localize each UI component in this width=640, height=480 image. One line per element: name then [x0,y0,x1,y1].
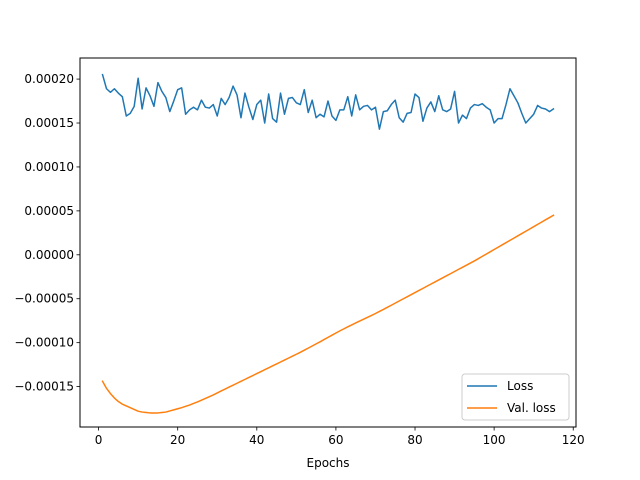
series-line-loss [101,73,555,130]
y-tick-label: −0.00005 [14,292,74,306]
x-tick-label: 80 [407,433,422,447]
y-tick-label: 0.00015 [24,116,74,130]
series-layer [101,73,555,414]
legend-label-loss: Loss [507,379,533,393]
legend: Loss Val. loss [461,373,570,421]
x-tick-label: 0 [95,433,103,447]
y-axis: −0.00015 −0.00010 −0.00005 0.00000 0.00005 0.… [14,72,80,394]
y-tick-label: −0.00015 [14,380,74,394]
x-axis: 0 20 40 60 80 100 120 [95,427,585,447]
y-tick-label: 0.00005 [24,204,74,218]
x-tick-label: 60 [328,433,343,447]
y-tick-label: 0.00010 [24,160,74,174]
y-tick-label: 0.00020 [24,72,74,86]
x-axis-label: Epochs [307,456,350,470]
x-tick-label: 120 [562,433,585,447]
plot-frame [79,57,577,428]
x-tick-label: 40 [249,433,264,447]
series-line-val-loss [101,214,555,414]
legend-label-val-loss: Val. loss [507,401,556,415]
x-tick-label: 100 [483,433,506,447]
y-tick-label: −0.00010 [14,336,74,350]
y-tick-label: 0.00000 [24,248,74,262]
x-tick-label: 20 [170,433,185,447]
